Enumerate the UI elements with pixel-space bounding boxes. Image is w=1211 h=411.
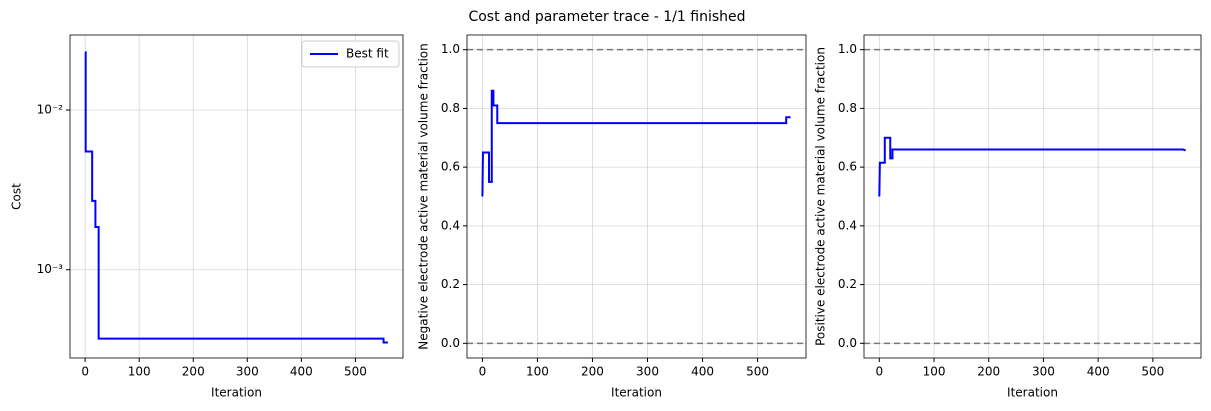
legend-box — [301, 40, 400, 68]
x-tick-label: 300 — [1032, 365, 1055, 379]
x-tick-label: 500 — [746, 365, 769, 379]
x-tick-label: 0 — [875, 365, 883, 379]
data-line — [481, 89, 791, 197]
y-tick-label: 0.0 — [838, 336, 857, 350]
y-tick-label: 0.0 — [441, 336, 460, 350]
x-axis-label: Iteration — [211, 386, 262, 400]
data-line — [84, 51, 388, 344]
y-tick-label: 0.8 — [441, 101, 460, 115]
x-tick-label: 200 — [977, 365, 1000, 379]
x-tick-label: 100 — [526, 365, 549, 379]
x-tick-label: 200 — [581, 365, 604, 379]
x-tick-label: 400 — [691, 365, 714, 379]
y-tick-label: 10⁻³ — [37, 262, 64, 276]
y-tick-label: 1.0 — [838, 42, 857, 56]
data-line — [878, 136, 1186, 197]
plot-frame — [466, 34, 807, 359]
x-tick-label: 500 — [1141, 365, 1164, 379]
y-axis-label: Positive electrode active material volum… — [814, 47, 828, 346]
y-tick-label: 0.8 — [838, 101, 857, 115]
y-tick-label: 0.2 — [441, 277, 460, 291]
plot-frame — [69, 34, 404, 359]
y-tick-label: 1.0 — [441, 42, 460, 56]
x-axis-label: Iteration — [1007, 386, 1058, 400]
y-axis-label: Cost — [10, 183, 24, 210]
y-tick-label: 0.2 — [838, 277, 857, 291]
x-tick-label: 300 — [236, 365, 259, 379]
x-tick-label: 400 — [290, 365, 313, 379]
y-tick-label: 0.4 — [838, 218, 857, 232]
x-tick-label: 200 — [182, 365, 205, 379]
y-tick-label: 0.6 — [441, 160, 460, 174]
x-tick-label: 0 — [81, 365, 89, 379]
figure-title: Cost and parameter trace - 1/1 finished — [468, 9, 745, 25]
y-tick-label: 0.4 — [441, 218, 460, 232]
x-axis-label: Iteration — [611, 386, 662, 400]
x-tick-label: 500 — [344, 365, 367, 379]
x-tick-label: 400 — [1087, 365, 1110, 379]
plot-frame — [863, 34, 1202, 359]
y-tick-label: 0.6 — [838, 160, 857, 174]
legend-label: Best fit — [346, 47, 389, 61]
x-tick-label: 0 — [479, 365, 487, 379]
x-tick-label: 300 — [636, 365, 659, 379]
x-tick-label: 100 — [923, 365, 946, 379]
y-axis-label: Negative electrode active material volum… — [417, 43, 431, 349]
x-tick-label: 100 — [128, 365, 151, 379]
y-tick-label: 10⁻² — [37, 103, 64, 117]
